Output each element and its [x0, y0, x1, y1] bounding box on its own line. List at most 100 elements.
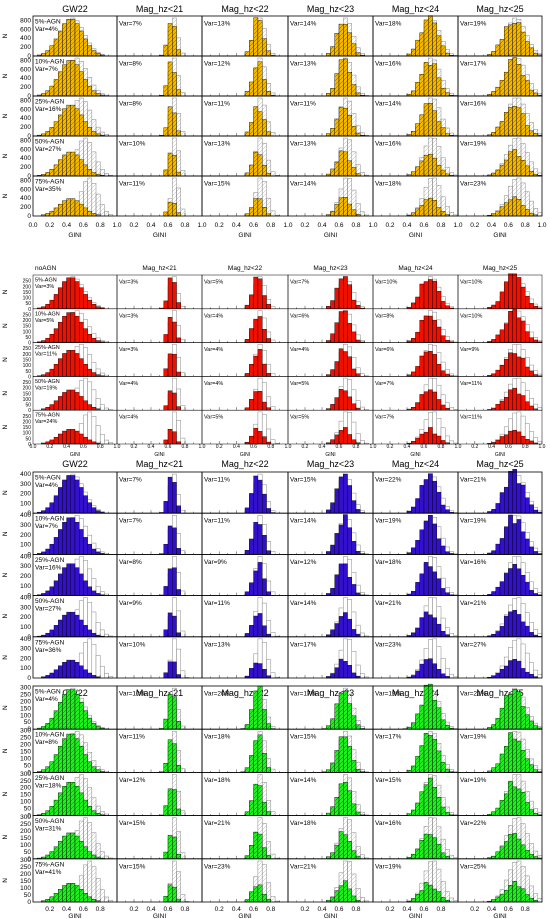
- y-tick-label: 800: [20, 97, 31, 104]
- filled-histogram-hatch: [168, 739, 173, 773]
- variance-label: Var=11%: [460, 381, 482, 387]
- filled-histogram-hatch: [176, 89, 181, 96]
- filled-histogram-hatch: [249, 164, 254, 176]
- x-tick-label: 0.2: [470, 906, 479, 913]
- column-title: Mag_hz<23: [307, 4, 354, 14]
- filled-histogram-bar: [87, 334, 92, 343]
- filled-histogram-hatch: [330, 718, 335, 730]
- filled-histogram-hatch: [245, 91, 250, 96]
- histogram-panel: Var=15%: [116, 815, 203, 860]
- filled-histogram-hatch: [58, 71, 63, 96]
- filled-histogram-hatch: [415, 82, 420, 96]
- filled-histogram-bar: [172, 482, 177, 514]
- x-axis-label: GINI: [154, 452, 164, 458]
- filled-histogram-hatch: [253, 17, 258, 57]
- open-histogram-bar: [99, 404, 105, 411]
- y-tick-label: 150: [23, 290, 32, 296]
- filled-histogram-hatch: [163, 852, 168, 859]
- filled-histogram-bar: [262, 669, 267, 679]
- filled-histogram-bar: [253, 276, 259, 309]
- x-tick-label: 0.8: [436, 222, 445, 229]
- filled-histogram-hatch: [504, 112, 509, 136]
- filled-histogram-hatch: [70, 689, 75, 730]
- filled-histogram-bar: [91, 441, 97, 445]
- filled-histogram-hatch: [529, 90, 534, 96]
- filled-histogram-hatch: [96, 214, 101, 216]
- x-axis-label: GINI: [324, 913, 338, 919]
- filled-histogram-hatch: [500, 846, 505, 859]
- filled-histogram-bar: [87, 299, 92, 309]
- y-tick-label: 200: [20, 44, 31, 51]
- y-tick-label: 600: [20, 26, 31, 33]
- filled-histogram-hatch: [424, 882, 429, 902]
- variance-label: Var=16%: [460, 101, 487, 108]
- y-tick-label: 200: [20, 84, 31, 91]
- filled-histogram-hatch: [356, 900, 361, 902]
- filled-histogram-hatch: [83, 893, 88, 902]
- filled-histogram-bar: [445, 340, 450, 343]
- filled-histogram-bar: [45, 407, 50, 411]
- filled-histogram-hatch: [445, 133, 450, 136]
- filled-histogram-bar: [495, 301, 501, 310]
- filled-histogram-hatch: [45, 723, 50, 730]
- filled-histogram-bar: [499, 668, 505, 679]
- filled-histogram-bar: [406, 340, 412, 343]
- variance-label: Var=23%: [204, 863, 231, 870]
- filled-histogram-bar: [343, 661, 348, 679]
- filled-histogram-bar: [262, 535, 267, 555]
- filled-histogram-hatch: [70, 60, 75, 96]
- filled-histogram-bar: [419, 283, 425, 310]
- open-histogram-bar: [537, 674, 543, 679]
- agn-fraction-label: 10%-AGN: [35, 59, 65, 66]
- filled-histogram-hatch: [537, 771, 542, 773]
- y-tick-label: 0: [27, 634, 31, 641]
- filled-histogram-hatch: [415, 713, 420, 730]
- y-tick-label: 150: [20, 835, 31, 842]
- filled-histogram-bar: [253, 428, 259, 445]
- filled-histogram-bar: [351, 541, 357, 555]
- filled-histogram-hatch: [262, 753, 267, 773]
- filled-histogram-bar: [172, 615, 177, 638]
- variance-label: Var=10%: [119, 141, 146, 148]
- x-tick-label: 0.4: [233, 444, 240, 450]
- filled-histogram-bar: [355, 633, 361, 637]
- filled-histogram-bar: [91, 372, 97, 377]
- filled-histogram-hatch: [521, 844, 526, 859]
- variance-label: Var=10%: [375, 280, 397, 286]
- filled-histogram-hatch: [37, 95, 42, 96]
- filled-histogram-bar: [520, 286, 526, 309]
- filled-histogram-bar: [95, 340, 101, 343]
- histogram-panel: Var=13%: [201, 15, 289, 57]
- filled-histogram-hatch: [487, 814, 492, 816]
- open-histogram-bar: [99, 851, 105, 860]
- filled-histogram-hatch: [516, 788, 521, 816]
- filled-histogram-bar: [423, 611, 429, 637]
- filled-histogram-hatch: [407, 215, 412, 216]
- filled-histogram-bar: [253, 615, 259, 637]
- filled-histogram-bar: [253, 662, 259, 679]
- open-histogram-bar: [270, 853, 276, 860]
- y-tick-label: 600: [20, 146, 31, 153]
- filled-histogram-hatch: [176, 721, 181, 730]
- filled-histogram-bar: [74, 521, 80, 555]
- histogram-panel: Var=11%: [201, 512, 289, 555]
- filled-histogram-hatch: [91, 899, 96, 902]
- filled-histogram-bar: [440, 630, 446, 638]
- x-tick-label: 1.0: [114, 444, 121, 450]
- variance-label: Var=6%: [375, 347, 394, 353]
- histogram-panel: Var=11%: [116, 728, 203, 773]
- open-histogram-bar: [95, 843, 101, 860]
- filled-histogram-hatch: [245, 811, 250, 816]
- filled-histogram-bar: [520, 668, 526, 679]
- filled-histogram-bar: [347, 396, 352, 411]
- open-histogram-bar: [180, 590, 186, 596]
- variance-label: Var=7%: [375, 381, 394, 387]
- filled-histogram-hatch: [356, 52, 361, 56]
- filled-histogram-bar: [87, 629, 92, 637]
- filled-histogram-bar: [262, 436, 267, 445]
- y-tick-label: 400: [20, 115, 31, 122]
- filled-histogram-bar: [499, 492, 505, 514]
- filled-histogram-bar: [351, 672, 357, 679]
